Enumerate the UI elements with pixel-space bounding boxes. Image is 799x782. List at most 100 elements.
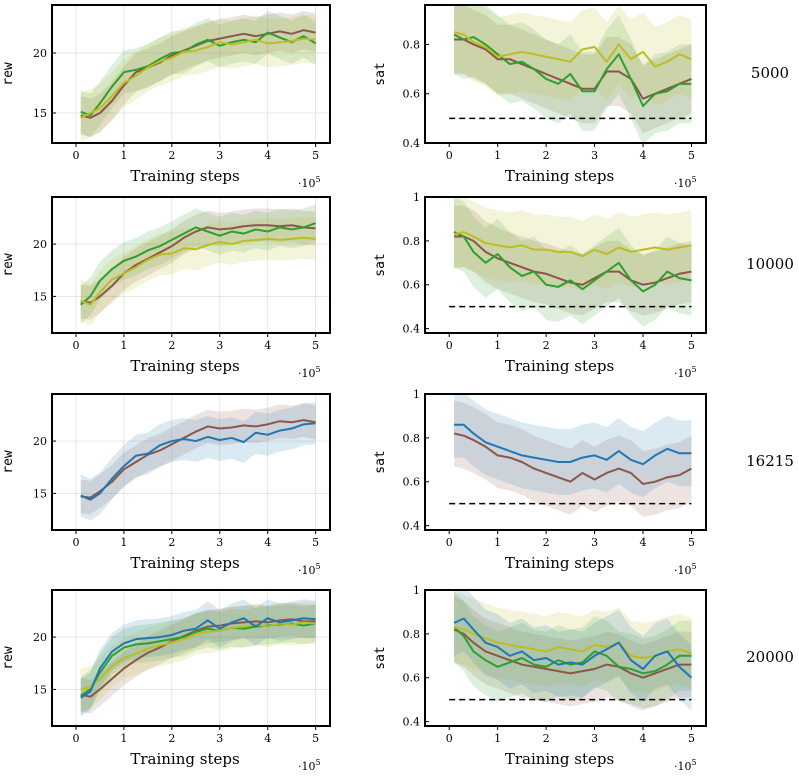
band-brown	[454, 5, 692, 134]
y-tick-label: 15	[33, 487, 47, 500]
y-tick-label: 15	[33, 290, 47, 303]
band-olive	[80, 216, 316, 326]
y-tick-label: 0.8	[403, 628, 421, 641]
series-line-blue	[80, 422, 316, 501]
band-blue	[80, 402, 316, 521]
series-line-green	[80, 222, 316, 306]
x-tick-label: 2	[168, 149, 175, 162]
band-blue	[454, 394, 692, 498]
band-brown	[80, 602, 316, 714]
chart-panel-rew-20000: 0 1 2 3 4 5 15 20 Training steps rew ·105	[1, 589, 331, 773]
x-multiplier: ·105	[298, 758, 321, 773]
x-tick-label: 1	[494, 149, 501, 162]
y-tick-label: 0.6	[403, 88, 421, 101]
y-tick-label: 0.6	[403, 672, 421, 685]
x-tick-label: 1	[120, 149, 127, 162]
band-olive	[454, 592, 692, 694]
x-axis-title: Training steps	[130, 750, 239, 768]
x-tick-label: 3	[216, 732, 223, 745]
series-line-olive	[80, 236, 316, 306]
series-line-olive	[80, 621, 316, 691]
x-axis-title: Training steps	[505, 554, 614, 572]
y-axis-title: rew	[1, 646, 16, 670]
y-tick-label: 0.8	[403, 38, 421, 51]
x-multiplier: ·105	[298, 175, 321, 190]
x-multiplier: ·105	[674, 365, 697, 380]
x-tick-label: 0	[72, 149, 79, 162]
y-tick-label: 0.4	[403, 520, 421, 533]
y-tick-label: 0.4	[403, 323, 421, 336]
y-axis-title: rew	[1, 450, 16, 474]
y-axis-title: rew	[1, 253, 16, 277]
x-tick-label: 5	[688, 536, 695, 549]
x-tick-label: 4	[640, 732, 647, 745]
x-tick-label: 0	[72, 536, 79, 549]
y-tick-label: 0.6	[403, 476, 421, 489]
y-axis-title: sat	[373, 253, 388, 276]
row-label: 20000	[746, 648, 794, 666]
x-tick-label: 0	[446, 536, 453, 549]
x-tick-label: 5	[688, 732, 695, 745]
chart-panel-sat-20000: 0 1 2 3 4 5 0.4 0.6 0.8 1 Training steps sat ·105 200…	[373, 584, 794, 773]
x-tick-label: 0	[446, 149, 453, 162]
x-multiplier: ·105	[298, 562, 321, 577]
x-axis-title: Training steps	[505, 167, 614, 185]
plot-area	[449, 5, 692, 143]
y-tick-label: 0.4	[403, 716, 421, 729]
x-tick-label: 4	[640, 536, 647, 549]
panel-frame	[424, 393, 707, 531]
x-tick-label: 2	[168, 732, 175, 745]
band-brown	[80, 208, 316, 320]
series-line-brown	[80, 29, 316, 119]
series-line-green	[453, 626, 692, 675]
x-tick-label: 5	[688, 149, 695, 162]
series-line-brown	[453, 628, 692, 679]
chart-panel-rew-16215: 0 1 2 3 4 5 15 20 Training steps rew ·105	[1, 393, 331, 577]
panel-frame	[424, 4, 707, 144]
y-tick-label: 20	[33, 238, 47, 251]
y-axis-title: sat	[373, 62, 388, 85]
x-tick-label: 4	[264, 149, 271, 162]
x-axis-title: Training steps	[505, 750, 614, 768]
chart-panel-sat-5000: 0 1 2 3 4 5 0.4 0.6 0.8 Training steps sat ·105 5000	[373, 4, 789, 190]
y-tick-label: 20	[33, 47, 47, 60]
x-tick-label: 1	[494, 536, 501, 549]
x-tick-label: 2	[543, 536, 550, 549]
x-tick-label: 0	[72, 732, 79, 745]
series-line-green	[80, 31, 317, 117]
x-tick-label: 1	[120, 536, 127, 549]
series-line-blue	[80, 617, 316, 699]
x-tick-label: 4	[640, 339, 647, 352]
band-blue	[80, 599, 316, 717]
band-olive	[454, 197, 692, 292]
panel-frame	[51, 196, 331, 334]
x-tick-label: 0	[446, 732, 453, 745]
y-tick-label: 1	[413, 191, 420, 204]
series-line-brown	[454, 235, 692, 286]
x-tick-label: 0	[446, 339, 453, 352]
series-line-brown	[80, 224, 316, 304]
series-line-olive	[80, 37, 316, 119]
series-line-olive	[453, 626, 692, 659]
x-multiplier: ·105	[674, 758, 697, 773]
x-multiplier: ·105	[674, 562, 697, 577]
plot-area	[449, 197, 692, 327]
band-brown	[454, 596, 692, 711]
band-brown	[454, 205, 692, 316]
series-line-blue	[454, 423, 692, 466]
band-green	[80, 204, 316, 324]
series-line-green	[453, 231, 692, 293]
x-tick-label: 2	[168, 536, 175, 549]
row-label: 10000	[746, 255, 794, 273]
y-axis-title: rew	[1, 62, 16, 86]
x-tick-label: 5	[312, 149, 319, 162]
series-line-blue	[453, 617, 693, 679]
x-tick-label: 4	[640, 149, 647, 162]
panel-frame	[51, 393, 331, 531]
x-tick-label: 1	[494, 339, 501, 352]
x-tick-label: 4	[264, 732, 271, 745]
y-tick-label: 0.8	[403, 235, 421, 248]
x-multiplier: ·105	[674, 175, 697, 190]
x-tick-label: 5	[688, 339, 695, 352]
